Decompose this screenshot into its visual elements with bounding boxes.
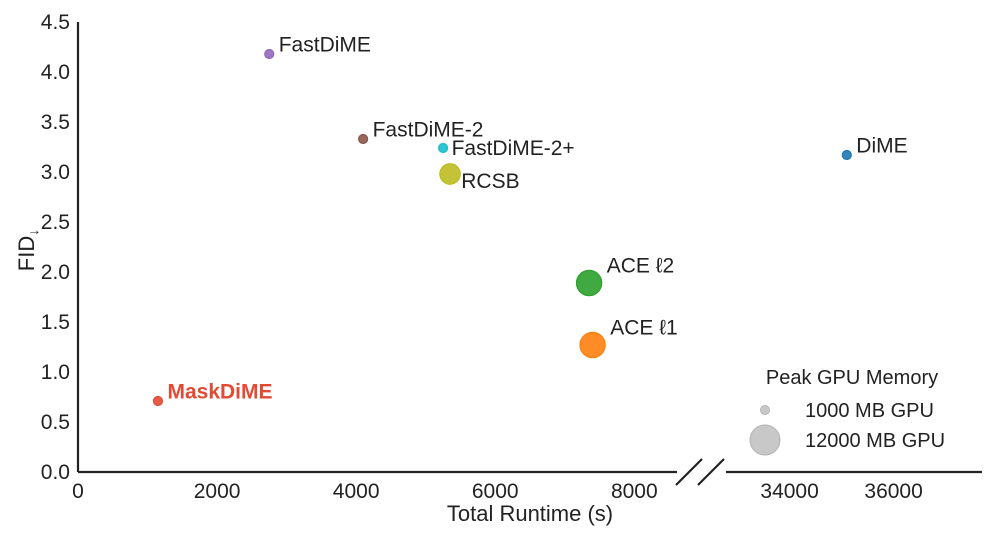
point-label: ACE ℓ1: [610, 316, 677, 339]
x-tick-label: 36000: [864, 480, 922, 503]
y-tick-label: 3.0: [41, 161, 70, 184]
y-tick-label: 4.5: [41, 11, 70, 34]
legend-entry-label: 12000 MB GPU: [805, 430, 945, 452]
point-label: DiME: [856, 135, 907, 158]
point-label: FastDiME-2+: [452, 137, 575, 160]
axis-break-mark: [697, 458, 725, 486]
y-axis-label-arrow: ↓: [25, 229, 41, 236]
x-tick-label: 8000: [611, 480, 658, 503]
y-tick-label: 4.0: [41, 61, 70, 84]
data-point: [437, 142, 449, 154]
x-tick-label: 6000: [472, 480, 519, 503]
data-point: [439, 163, 461, 185]
data-point: [579, 331, 606, 359]
point-label: ACE ℓ2: [607, 254, 674, 277]
y-tick-label: 3.5: [41, 111, 70, 134]
y-tick-label: 0.0: [41, 461, 70, 484]
data-point: [152, 395, 164, 407]
y-tick-label: 2.5: [41, 211, 70, 234]
point-label: FastDiME: [279, 34, 371, 57]
data-point: [264, 48, 275, 60]
data-points: [152, 48, 852, 407]
y-tick-label: 2.0: [41, 261, 70, 284]
y-axis-label: FID↓: [14, 229, 41, 271]
legend-title: Peak GPU Memory: [766, 367, 938, 389]
x-tick-label: 0: [72, 480, 84, 503]
data-point: [575, 269, 603, 297]
legend-marker: [760, 405, 770, 415]
point-label: MaskDiME: [167, 381, 272, 404]
legend-entry-label: 1000 MB GPU: [805, 400, 934, 422]
x-tick-label: 2000: [194, 480, 241, 503]
y-tick-label: 1.0: [41, 361, 70, 384]
point-label: RCSB: [461, 170, 519, 193]
axis-break-mark: [675, 458, 703, 486]
data-point: [358, 133, 369, 145]
axes: [76, 22, 982, 486]
legend: Peak GPU Memory 1000 MB GPU 12000 MB GPU: [749, 367, 945, 456]
y-tick-label: 0.5: [41, 411, 70, 434]
point-label: FastDiME-2: [373, 119, 484, 142]
y-axis-label-main: FID: [14, 236, 39, 271]
y-axis-label-group: FID↓: [14, 229, 41, 271]
tick-labels: 0.0 0.5 1.0 1.5 2.0 2.5 3.0 3.5 4.0 4.5 0 2000 4000 6…: [41, 11, 923, 503]
x-axis-label: Total Runtime (s): [447, 501, 613, 526]
x-tick-label: 4000: [333, 480, 380, 503]
x-tick-label: 34000: [760, 480, 818, 503]
legend-marker: [749, 424, 781, 456]
y-tick-label: 1.5: [41, 311, 70, 334]
data-point: [841, 149, 852, 161]
